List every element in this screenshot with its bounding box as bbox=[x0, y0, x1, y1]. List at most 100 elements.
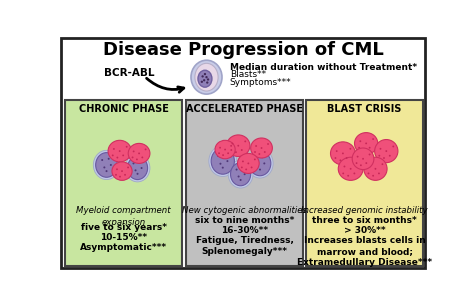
Circle shape bbox=[382, 163, 383, 165]
Ellipse shape bbox=[211, 148, 235, 174]
Text: Median duration without Treatment*: Median duration without Treatment* bbox=[230, 63, 417, 72]
Text: Asymptomatic***: Asymptomatic*** bbox=[80, 243, 167, 252]
Circle shape bbox=[236, 168, 237, 171]
Circle shape bbox=[205, 76, 208, 78]
Circle shape bbox=[385, 150, 387, 152]
Circle shape bbox=[264, 151, 266, 153]
Circle shape bbox=[218, 152, 220, 154]
Circle shape bbox=[251, 166, 253, 168]
Circle shape bbox=[119, 150, 120, 152]
Circle shape bbox=[101, 159, 103, 161]
Circle shape bbox=[244, 141, 246, 142]
Ellipse shape bbox=[191, 60, 222, 94]
Circle shape bbox=[224, 154, 226, 155]
Circle shape bbox=[135, 169, 137, 171]
Circle shape bbox=[219, 147, 221, 149]
Circle shape bbox=[369, 154, 371, 155]
Ellipse shape bbox=[352, 148, 374, 170]
Circle shape bbox=[124, 174, 126, 176]
Circle shape bbox=[245, 168, 247, 170]
Circle shape bbox=[336, 150, 337, 152]
Text: six to nine months*: six to nine months* bbox=[195, 216, 294, 225]
Ellipse shape bbox=[93, 150, 120, 180]
Circle shape bbox=[254, 151, 256, 153]
Circle shape bbox=[231, 143, 233, 145]
Circle shape bbox=[230, 149, 232, 151]
Circle shape bbox=[126, 146, 128, 148]
Ellipse shape bbox=[227, 135, 250, 156]
Circle shape bbox=[217, 155, 219, 157]
Circle shape bbox=[261, 147, 263, 149]
Circle shape bbox=[259, 168, 261, 171]
Circle shape bbox=[112, 155, 114, 156]
Circle shape bbox=[108, 158, 109, 160]
Circle shape bbox=[145, 148, 146, 150]
Circle shape bbox=[254, 158, 256, 160]
Circle shape bbox=[349, 148, 351, 150]
Ellipse shape bbox=[125, 154, 150, 182]
Text: Myeloid compartment
expansion: Myeloid compartment expansion bbox=[76, 206, 171, 227]
Circle shape bbox=[227, 152, 229, 154]
Ellipse shape bbox=[128, 143, 150, 163]
Ellipse shape bbox=[330, 142, 356, 165]
Circle shape bbox=[257, 165, 259, 167]
Circle shape bbox=[227, 160, 228, 162]
Circle shape bbox=[242, 168, 244, 169]
Circle shape bbox=[255, 145, 257, 147]
Circle shape bbox=[363, 149, 365, 151]
Ellipse shape bbox=[230, 163, 251, 186]
Circle shape bbox=[116, 168, 118, 170]
Text: five to six years*: five to six years* bbox=[81, 223, 166, 232]
Ellipse shape bbox=[215, 140, 235, 159]
Text: three to six months*: three to six months* bbox=[312, 216, 417, 225]
Text: BLAST CRISIS: BLAST CRISIS bbox=[328, 104, 402, 114]
Circle shape bbox=[350, 168, 352, 170]
Circle shape bbox=[378, 155, 380, 157]
Bar bbox=[64, 99, 182, 266]
Circle shape bbox=[360, 164, 362, 166]
Circle shape bbox=[132, 156, 134, 158]
Circle shape bbox=[203, 79, 205, 82]
Circle shape bbox=[219, 163, 221, 165]
Ellipse shape bbox=[128, 156, 147, 180]
Circle shape bbox=[241, 149, 243, 151]
Circle shape bbox=[365, 162, 367, 164]
Circle shape bbox=[224, 149, 226, 151]
Circle shape bbox=[389, 155, 391, 157]
Circle shape bbox=[206, 82, 209, 84]
Circle shape bbox=[115, 174, 117, 176]
Circle shape bbox=[113, 148, 115, 150]
Circle shape bbox=[201, 75, 204, 78]
Circle shape bbox=[346, 157, 347, 159]
Ellipse shape bbox=[251, 138, 273, 158]
Ellipse shape bbox=[374, 140, 398, 163]
Circle shape bbox=[136, 158, 138, 160]
Circle shape bbox=[264, 162, 265, 165]
Circle shape bbox=[354, 172, 356, 174]
Circle shape bbox=[258, 153, 260, 155]
Text: Fatigue, Tiredness,
Splenomegaly***: Fatigue, Tiredness, Splenomegaly*** bbox=[196, 236, 293, 256]
Ellipse shape bbox=[198, 70, 212, 87]
Circle shape bbox=[106, 170, 108, 172]
Circle shape bbox=[117, 157, 118, 158]
Text: 16-30%**: 16-30%** bbox=[221, 226, 268, 235]
Circle shape bbox=[237, 145, 239, 147]
Circle shape bbox=[239, 179, 242, 181]
Circle shape bbox=[347, 175, 349, 177]
Circle shape bbox=[378, 172, 380, 174]
Circle shape bbox=[133, 151, 135, 152]
Circle shape bbox=[222, 154, 224, 156]
Ellipse shape bbox=[355, 133, 378, 154]
Circle shape bbox=[357, 156, 358, 158]
Circle shape bbox=[369, 147, 371, 149]
Text: ACCELERATED PHASE: ACCELERATED PHASE bbox=[186, 104, 303, 114]
Bar bbox=[186, 99, 302, 266]
Circle shape bbox=[127, 166, 129, 168]
Circle shape bbox=[138, 152, 140, 154]
Text: Blasts**: Blasts** bbox=[230, 70, 266, 79]
Text: CHRONIC PHASE: CHRONIC PHASE bbox=[79, 104, 169, 114]
Ellipse shape bbox=[249, 151, 271, 176]
Circle shape bbox=[137, 173, 138, 175]
Circle shape bbox=[235, 151, 237, 153]
Circle shape bbox=[141, 156, 143, 158]
